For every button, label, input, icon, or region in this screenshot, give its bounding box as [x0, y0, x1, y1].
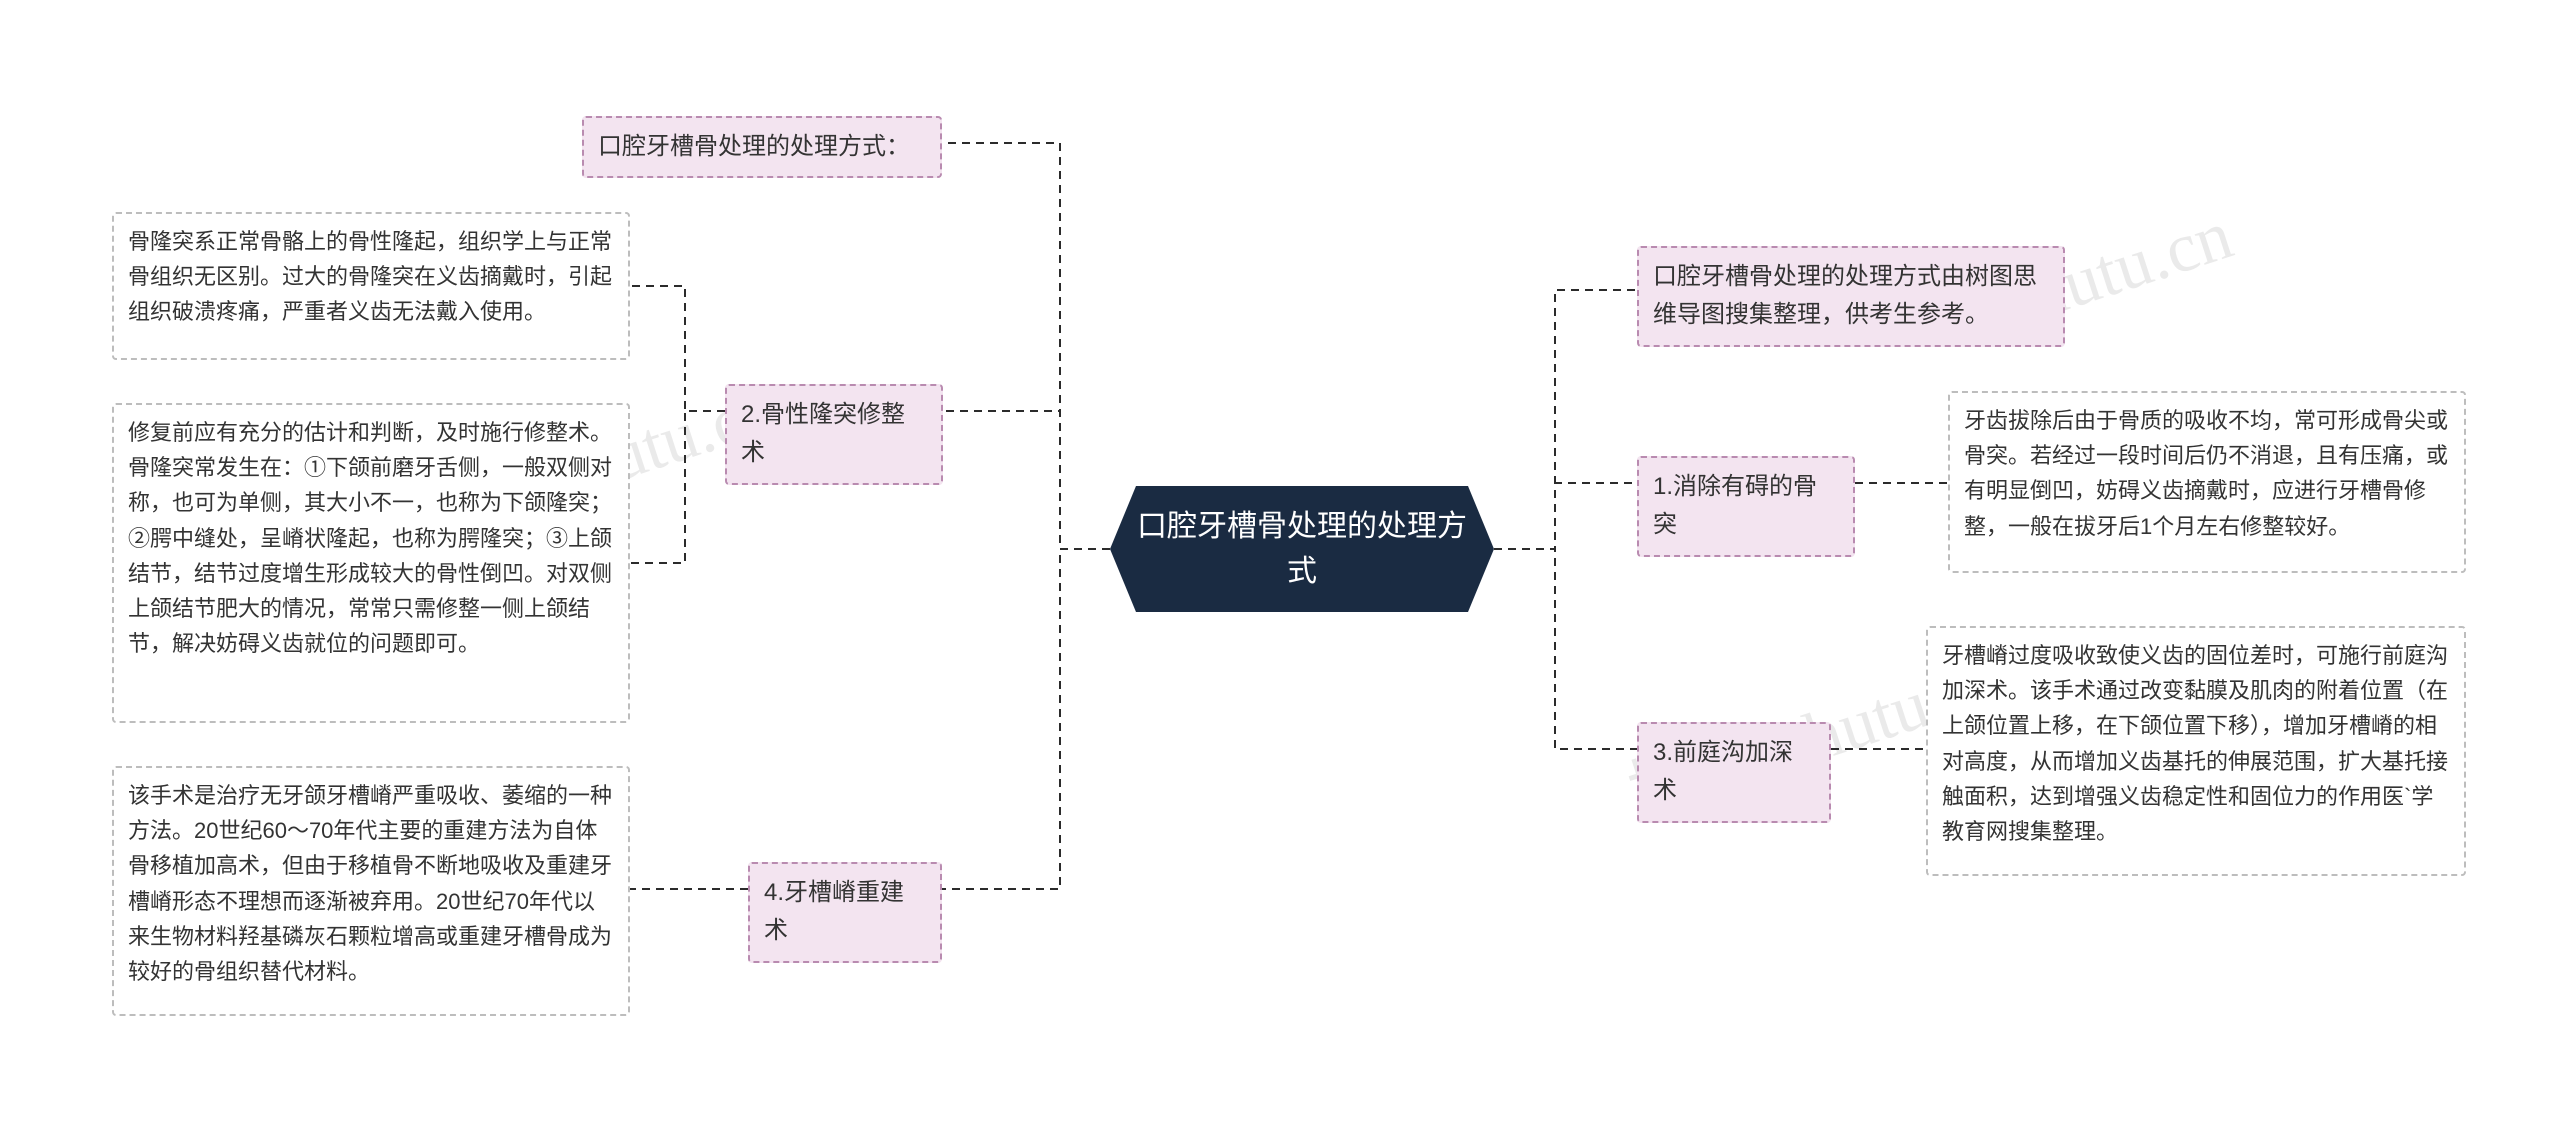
detail-node: 骨隆突系正常骨骼上的骨性隆起，组织学上与正常骨组织无区别。过大的骨隆突在义齿摘戴… — [112, 212, 630, 360]
branch-node: 1.消除有碍的骨突 — [1637, 456, 1855, 557]
connector — [1494, 483, 1637, 549]
mindmap-center: 口腔牙槽骨处理的处理方 式 — [1110, 486, 1494, 612]
detail-node: 牙槽嵴过度吸收致使义齿的固位差时，可施行前庭沟加深术。该手术通过改变黏膜及肌肉的… — [1926, 626, 2466, 876]
detail-node: 修复前应有充分的估计和判断，及时施行修整术。骨隆突常发生在：①下颌前磨牙舌侧，一… — [112, 403, 630, 723]
connector — [1494, 290, 1637, 549]
branch-node: 3.前庭沟加深术 — [1637, 722, 1831, 823]
connector — [942, 411, 1110, 549]
connector — [942, 549, 1110, 889]
branch-node: 4.牙槽嵴重建术 — [748, 862, 942, 963]
detail-node: 牙齿拔除后由于骨质的吸收不均，常可形成骨尖或骨突。若经过一段时间后仍不消退，且有… — [1948, 391, 2466, 573]
connector — [1494, 549, 1637, 749]
branch-node: 2.骨性隆突修整术 — [725, 384, 943, 485]
connector — [630, 411, 725, 563]
detail-node: 该手术是治疗无牙颌牙槽嵴严重吸收、萎缩的一种方法。20世纪60～70年代主要的重… — [112, 766, 630, 1016]
branch-node: 口腔牙槽骨处理的处理方式： — [582, 116, 942, 178]
connector — [942, 143, 1110, 549]
connector — [630, 286, 725, 411]
branch-node: 口腔牙槽骨处理的处理方式由树图思维导图搜集整理，供考生参考。 — [1637, 246, 2065, 347]
